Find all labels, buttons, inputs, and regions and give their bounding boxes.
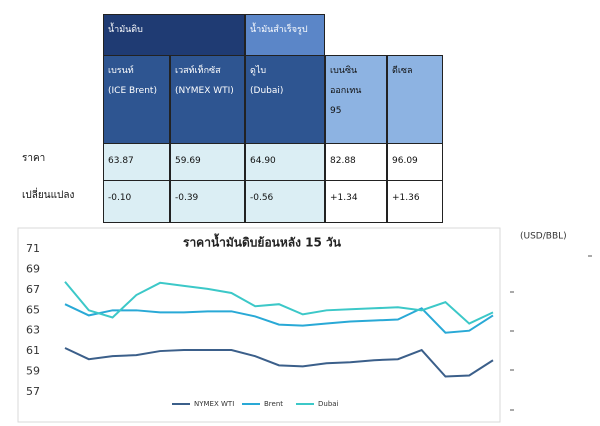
table-cell: +1.36 <box>387 180 443 223</box>
y-tick-label: 63 <box>26 324 40 337</box>
table-cell: -0.10 <box>103 180 170 223</box>
y-tick-label: 59 <box>26 364 40 377</box>
column-header: เวสท์เท็กซัส (NYMEX WTI) <box>170 55 245 144</box>
column-header: ดีเซล <box>387 55 443 144</box>
right-dashes <box>510 255 592 411</box>
series-line <box>64 281 494 325</box>
group-header: น้ำมันดิบ <box>103 14 245 56</box>
row-label: เปลี่ยนแปลง <box>22 190 75 201</box>
column-header: เบรนท์ (ICE Brent) <box>103 55 170 144</box>
table-cell: 59.69 <box>170 143 245 181</box>
y-tick-label: 65 <box>26 303 40 316</box>
table-cell: 64.90 <box>245 143 325 181</box>
legend-label: Dubai <box>318 400 339 408</box>
series-line <box>64 303 494 334</box>
table-cell: 82.88 <box>325 143 387 181</box>
table-cell: -0.39 <box>170 180 245 223</box>
legend-label: Brent <box>264 400 283 408</box>
table-cell: 63.87 <box>103 143 170 181</box>
row-label: ราคา <box>22 153 46 164</box>
series-line <box>64 347 494 378</box>
table-cell: -0.56 <box>245 180 325 223</box>
legend-label: NYMEX WTI <box>194 400 234 408</box>
chart-title: ราคาน้ำมันดิบย้อนหลัง 15 วัน <box>183 233 342 250</box>
column-header: ดูไบ (Dubai) <box>245 55 325 144</box>
y-tick-label: 57 <box>26 385 40 398</box>
table-cell: 96.09 <box>387 143 443 181</box>
y-tick-label: 61 <box>26 344 40 357</box>
y-tick-label: 69 <box>26 263 40 276</box>
table-cell: +1.34 <box>325 180 387 223</box>
chart-frame <box>17 227 501 423</box>
y-tick-label: 67 <box>26 283 40 296</box>
y-tick-label: 71 <box>26 242 40 255</box>
unit-label: (USD/BBL) <box>520 232 567 242</box>
